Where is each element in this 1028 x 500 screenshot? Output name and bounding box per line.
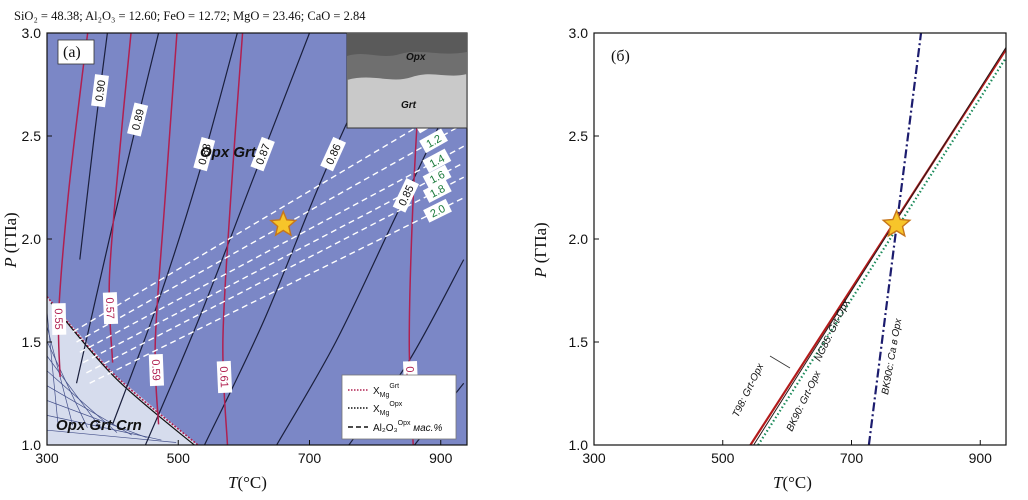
panel-b-ylabel: P(ГПа) [531, 222, 550, 278]
panel-b-ytick-label: 3.0 [569, 25, 589, 41]
al2o3-isopleth [72, 104, 455, 333]
xmg-opx-label-bg [250, 136, 275, 172]
xmg-opx-label: 0.90 [91, 74, 109, 108]
xmg-opx-label-bg [193, 137, 216, 172]
xmg-opx-label-bg [392, 178, 419, 213]
panel-b-ytick-label: 1.0 [569, 437, 589, 453]
al2o3-label-bg [422, 178, 452, 203]
xmg-grt-label: 0.55 [51, 303, 67, 335]
xmg-opx-label-text: 0.90 [94, 79, 109, 102]
legend-al2o3: Al₂O₃Opx мас.% [373, 420, 442, 434]
xmg-opx-isopleth [79, 33, 108, 260]
panel-a-x-ticks: 300 500 700 900 [35, 440, 453, 466]
crn-hatch-line [47, 400, 147, 438]
xmg-opx-label-bg [127, 102, 149, 137]
panel-a-xtick-label: 300 [35, 450, 59, 466]
star-a [269, 209, 298, 237]
panel-a-ytick-label: 1.0 [22, 437, 42, 453]
field-label-opx-grt-crn: Opx Grt Crn [56, 417, 142, 434]
panel-a-xlabel: T(°C) [228, 473, 267, 492]
xmg-opx-label: 0.88 [193, 137, 216, 172]
inset-micrograph: Opx Grt [346, 32, 468, 129]
panel-b-xtick-label: 300 [582, 450, 606, 466]
xmg-grt-label: 0.59 [148, 353, 165, 387]
composition-text: SiO₂ = 48.38; Al₂O₃ = 12.60; FeO = 12.72… [14, 9, 366, 23]
xmg-grt-label: 0.57 [102, 292, 119, 325]
crn-hatch-line [47, 414, 162, 441]
xmg-opx-label: 0.89 [127, 102, 149, 137]
xmg-grt-label-bg [148, 353, 165, 387]
panel-b-series [749, 33, 1006, 445]
xmg-grt-label-text: 0.55 [52, 308, 64, 330]
panel-a: 0.900.890.88 0.87 0.860.850.55 0.570.59 0.61… [1, 25, 468, 492]
leader-line-ng85 [769, 355, 791, 369]
panel-b-ytick-label: 1.5 [569, 334, 589, 350]
series-line-3 [867, 33, 923, 445]
panel-a-ytick-label: 3.0 [22, 25, 42, 41]
xmg-grt-label-text: 0.59 [149, 359, 162, 381]
panel-b-xtick-label: 700 [840, 450, 864, 466]
panel-b: (б) T98: Grt-Opx NG85: Grt-Opx BK90: Grt… [531, 25, 1007, 492]
al2o3-isopleth [79, 145, 465, 353]
star-marker-b [881, 208, 912, 238]
panel-b-xtick-label: 900 [969, 450, 993, 466]
series-line-1 [753, 47, 1006, 445]
xmg-grt-isopleth [222, 33, 244, 445]
star-b [881, 208, 912, 238]
xmg-opx-label-text: 0.89 [130, 108, 147, 132]
al2o3-isopleth [76, 125, 461, 343]
xmg-opx-label-bg [91, 74, 109, 108]
inset-label-grt: Grt [401, 100, 417, 111]
panel-b-plot-area [749, 33, 1006, 445]
panel-b-ytick-label: 2.0 [569, 231, 589, 247]
al2o3-label-bg [422, 148, 452, 173]
field-label-opx-grt: Opx Grt [200, 144, 257, 161]
inset-label-opx: Opx [406, 52, 426, 63]
panel-a-label: (а) [63, 44, 81, 61]
xmg-grt-label-text: 0.57 [103, 297, 116, 319]
xmg-grt-label-bg [102, 292, 119, 325]
legend-xmg-opx: XMgOpx [373, 401, 403, 417]
panel-a-xtick-label: 500 [167, 450, 191, 466]
panel-a-ytick-label: 1.5 [22, 334, 42, 350]
al2o3-label-bg [422, 164, 452, 189]
xmg-grt-label: 0.61 [216, 360, 233, 394]
panel-a-xtick-label: 900 [429, 450, 453, 466]
panel-b-ytick-label: 2.5 [569, 128, 589, 144]
panel-b-background [594, 33, 1006, 445]
panel-a-y-ticks: 1.0 1.5 2.0 2.5 3.0 [22, 25, 52, 453]
star-marker-a [269, 209, 298, 237]
panel-b-xtick-label: 500 [711, 450, 735, 466]
panel-a-ytick-label: 2.0 [22, 231, 42, 247]
panel-a-plot-area: 0.900.890.88 0.87 0.860.850.55 0.570.59 0.61… [47, 33, 465, 445]
crn-boundary-line [47, 296, 199, 445]
panel-b-x-ticks: 300 500 700 900 [582, 440, 992, 466]
xmg-grt-label-bg [216, 360, 233, 394]
al2o3-label-bg [423, 198, 452, 223]
legend-xmg-grt: XMgGrt [373, 383, 399, 399]
crn-hatch-line [47, 429, 177, 443]
xmg-opx-label-text: 0.88 [197, 142, 214, 166]
panel-a-label-box [57, 39, 95, 65]
xmg-grt-label-bg [51, 303, 67, 335]
xmg-opx-isopleth [112, 33, 238, 425]
xmg-grt-label-text: 0.61 [217, 366, 230, 388]
panel-a-xtick-label: 700 [298, 450, 322, 466]
al2o3-isopleth [82, 162, 465, 364]
series-line-2 [757, 57, 1006, 445]
panel-b-y-ticks: 1.0 1.5 2.0 2.5 3.0 [569, 25, 599, 453]
xmg-opx-isopleth [75, 33, 160, 384]
xmg-opx-label-bg [320, 136, 347, 172]
al2o3-label-bg [419, 128, 448, 154]
panel-a-legend: XMgGrt XMgOpx Al₂O₃Opx мас.% [341, 374, 457, 440]
panel-a-ylabel: P(ГПа) [1, 212, 20, 268]
panel-b-label: (б) [611, 48, 630, 65]
panel-a-ytick-label: 2.5 [22, 128, 42, 144]
panel-b-xlabel: T(°C) [773, 473, 812, 492]
